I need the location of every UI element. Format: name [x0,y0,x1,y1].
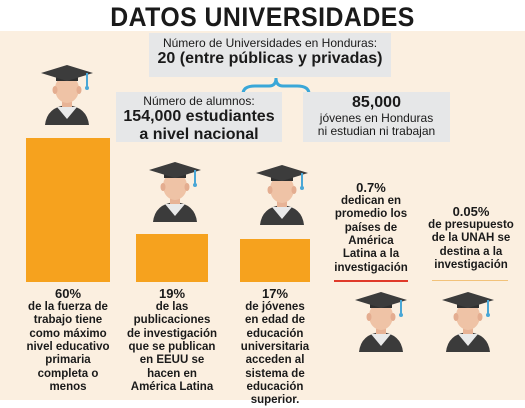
stat-17-line: universitaria [240,341,310,354]
stat-17-line: acceden al [245,354,305,367]
stat-19-line: que se publican [128,341,216,354]
stat-0-7-line: Latina a la [342,248,400,261]
stat-19-line: de investigación [126,327,218,340]
students-box: Número de alumnos: 154,000 estudiantes a… [116,92,282,144]
stat-19-line: en EEUU se [139,354,205,367]
graduate-avatar-icon [255,164,309,225]
stat-60-line: trabajo tiene [33,314,103,327]
universities-value: 20 (entre públicas y privadas) [157,50,383,68]
stat-19-line: publicaciones [133,314,211,327]
stat-19: 19% de las publicaciones de investigació… [124,286,220,394]
students-label: Número de alumnos: [143,94,255,108]
stat-60-line: de la fuerza de [28,301,108,314]
stat-60-line: como máximo [29,327,107,340]
youth-line1: jóvenes en Honduras [319,110,434,125]
stat-60-line: nivel educativo [26,341,110,354]
stat-60: 60% de la fuerza de trabajo tiene como m… [16,286,120,394]
youth-value: 85,000 [352,94,401,111]
bracket-connector [241,77,311,95]
graduate-avatar-icon [148,161,202,222]
bar-17 [240,239,310,282]
stat-17-line: educación [246,327,304,340]
stat-60-line: completa o [37,367,99,380]
stat-60-pct: 60% [54,286,82,301]
stat-0-05-line: destina a la [439,245,503,258]
bar-60 [26,138,110,282]
stat-0-7-pct: 0.7% [356,180,386,195]
bar-0-7 [334,280,408,282]
youth-line2: ni estudian ni trabajan [317,124,436,139]
stat-0-7-line: América [348,235,394,248]
stat-0-7-line: países de [344,221,398,234]
stat-0-05: 0.05% de presupuesto de la UNAH se desti… [420,204,522,272]
bar-19 [136,234,208,282]
stat-0-05-pct: 0.05% [452,204,490,219]
stat-19-line: de las [155,301,189,314]
universities-label: Número de Universidades en Honduras: [162,36,378,50]
youth-box: 85,000 jóvenes en Honduras ni estudian n… [303,92,450,142]
stat-19-line: América Latina [130,381,214,394]
stat-19-line: hacen en [147,367,197,380]
universities-box: Número de Universidades en Honduras: 20 … [149,33,391,77]
stat-17-line: educación [246,381,304,394]
stat-19-pct: 19% [158,286,186,301]
stat-0-05-line: investigación [434,259,508,272]
students-value-line2: a nivel nacional [139,126,259,144]
graduate-avatar-icon [441,291,495,352]
stat-17-line: sistema de [245,367,305,380]
stat-0-05-line: de presupuesto [428,219,514,232]
stat-17-line: de jóvenes [245,301,305,314]
stat-0-05-line: de la UNAH se [431,232,511,245]
stat-17: 17% de jóvenes en edad de educación univ… [228,286,322,408]
stat-60-line: primaria [45,354,91,367]
stat-0-7-line: promedio los [334,208,408,221]
stat-17-line: superior. [250,394,300,407]
stat-17-pct: 17% [261,286,289,301]
graduate-avatar-icon [354,291,408,352]
stat-0-7: 0.7% dedican en promedio los países de A… [326,180,416,275]
stat-60-line: menos [49,381,87,394]
page-title: DATOS UNIVERSIDADES [110,2,415,32]
students-value-line1: 154,000 estudiantes [123,108,275,126]
stat-0-7-line: dedican en [340,195,402,208]
stat-17-line: en edad de [244,314,306,327]
stat-0-7-line: investigación [334,261,408,274]
bar-0-05 [432,280,508,281]
graduate-avatar-icon [40,64,94,125]
